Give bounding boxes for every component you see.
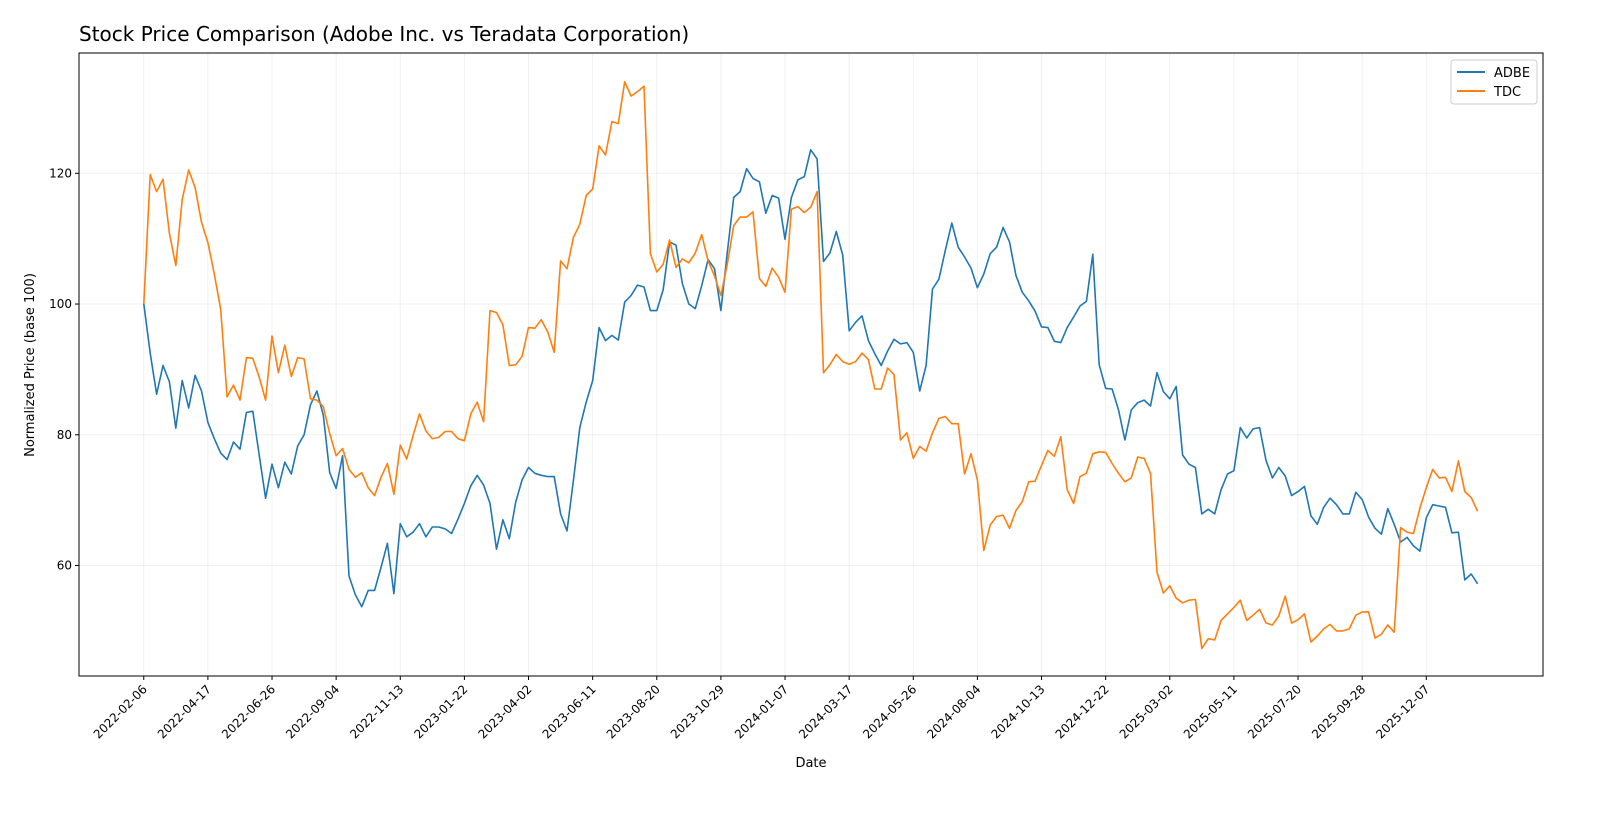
y-tick-label: 100 — [49, 297, 72, 311]
y-axis-label: Normalized Price (base 100) — [23, 273, 38, 457]
x-tick-label: 2024-08-04 — [924, 682, 983, 741]
series-lines — [143, 81, 1479, 650]
legend: ADBE TDC — [1450, 59, 1538, 105]
x-tick-label: 2023-08-20 — [604, 682, 663, 741]
x-tick-label: 2025-12-07 — [1373, 682, 1432, 741]
x-tick-label: 2023-04-02 — [475, 682, 534, 741]
x-tick-label: 2023-01-22 — [411, 682, 470, 741]
x-tick-label: 2025-07-20 — [1245, 682, 1304, 741]
x-tick-label: 2023-06-11 — [540, 682, 599, 741]
y-tick-label: 80 — [57, 428, 72, 442]
legend-label-tdc: TDC — [1493, 85, 1521, 100]
x-tick-label: 2024-03-17 — [796, 682, 855, 741]
x-tick-label: 2022-09-04 — [283, 682, 342, 741]
x-tick-label: 2023-10-29 — [668, 682, 727, 741]
x-tick-label: 2022-04-17 — [155, 682, 214, 741]
chart-title: Stock Price Comparison (Adobe Inc. vs Te… — [79, 22, 689, 46]
x-tick-label: 2025-03-02 — [1117, 682, 1176, 741]
x-tick-label: 2022-02-06 — [91, 682, 150, 741]
grid — [79, 53, 1543, 676]
legend-label-adbe: ADBE — [1494, 66, 1530, 81]
x-tick-label: 2024-05-26 — [860, 682, 919, 741]
x-tick-label: 2025-05-11 — [1181, 682, 1240, 741]
x-tick-label: 2022-11-13 — [347, 682, 406, 741]
series-line-adbe — [143, 149, 1479, 608]
x-axis-label: Date — [795, 756, 826, 771]
y-tick-label: 120 — [49, 166, 72, 180]
x-tick-label: 2025-09-28 — [1309, 682, 1368, 741]
x-tick-label: 2024-01-07 — [732, 682, 791, 741]
y-tick-label: 60 — [57, 559, 72, 573]
plot-frame — [78, 52, 1544, 677]
x-axis-ticks: 2022-02-06 2022-04-17 2022-06-26 2022-09-04… — [91, 676, 1432, 741]
x-tick-label: 2024-12-22 — [1053, 682, 1112, 741]
x-tick-label: 2024-10-13 — [988, 682, 1047, 741]
x-tick-label: 2022-06-26 — [219, 682, 278, 741]
y-axis-ticks: 60 80 100 120 — [49, 166, 79, 573]
series-line-tdc — [143, 81, 1479, 650]
